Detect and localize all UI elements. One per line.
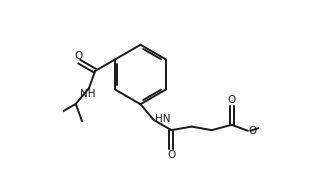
Text: NH: NH xyxy=(80,89,96,99)
Text: O: O xyxy=(74,51,82,61)
Text: HN: HN xyxy=(155,114,170,124)
Text: O: O xyxy=(167,150,175,160)
Text: O: O xyxy=(249,126,257,136)
Text: O: O xyxy=(227,95,236,105)
